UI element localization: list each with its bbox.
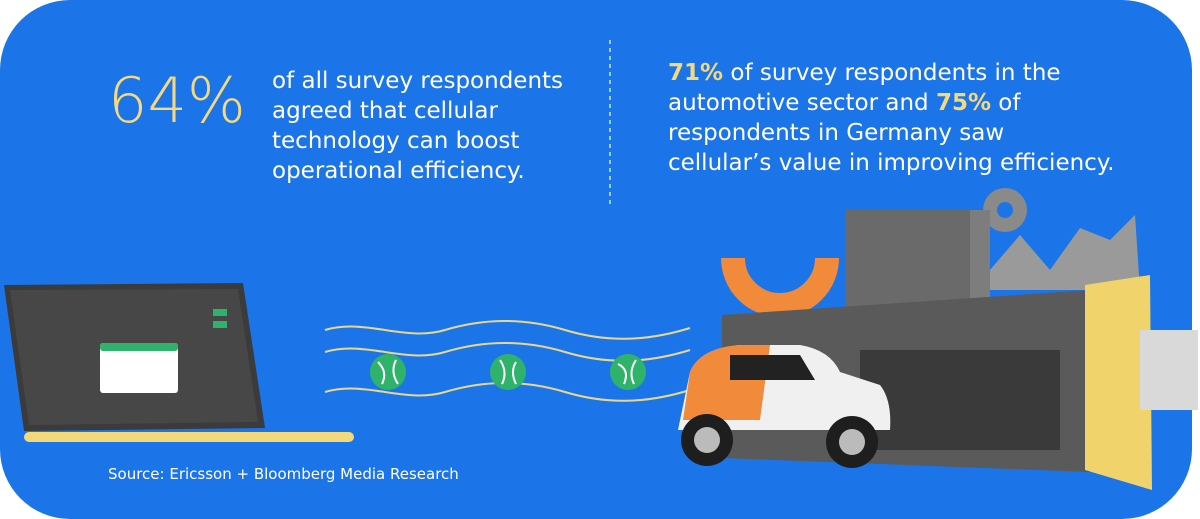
body-line: cellular’s value in improving efficiency…: [668, 150, 1114, 176]
highlight-stat: 71%: [668, 60, 723, 86]
body-line: 71% of survey respondents in the: [668, 60, 1061, 86]
body-line: technology can boost: [272, 128, 519, 154]
car-illustration: [678, 345, 891, 468]
text-segment: automotive sector and: [668, 90, 936, 116]
headline-stat: 64%: [108, 64, 246, 137]
left-paragraph: of all survey respondents agreed that cel…: [272, 68, 563, 184]
source-note: Source: Ericsson + Bloomberg Media Resea…: [108, 465, 459, 483]
text-segment: respondents in Germany saw: [668, 120, 1004, 146]
laptop-illustration: [4, 283, 354, 442]
text-segment: cellular’s value in improving efficiency…: [668, 150, 1114, 176]
body-line: operational efficiency.: [272, 158, 525, 184]
text-segment: of: [991, 90, 1021, 116]
body-line: of all survey respondents: [272, 68, 563, 94]
body-line: respondents in Germany saw: [668, 120, 1004, 146]
highlight-stat: 75%: [936, 90, 991, 116]
right-paragraph: 71% of survey respondents in the automoti…: [668, 60, 1114, 176]
text-segment: of survey respondents in the: [723, 60, 1061, 86]
signal-dots: [370, 354, 646, 390]
body-line: agreed that cellular: [272, 98, 499, 124]
body-line: automotive sector and 75% of: [668, 90, 1021, 116]
